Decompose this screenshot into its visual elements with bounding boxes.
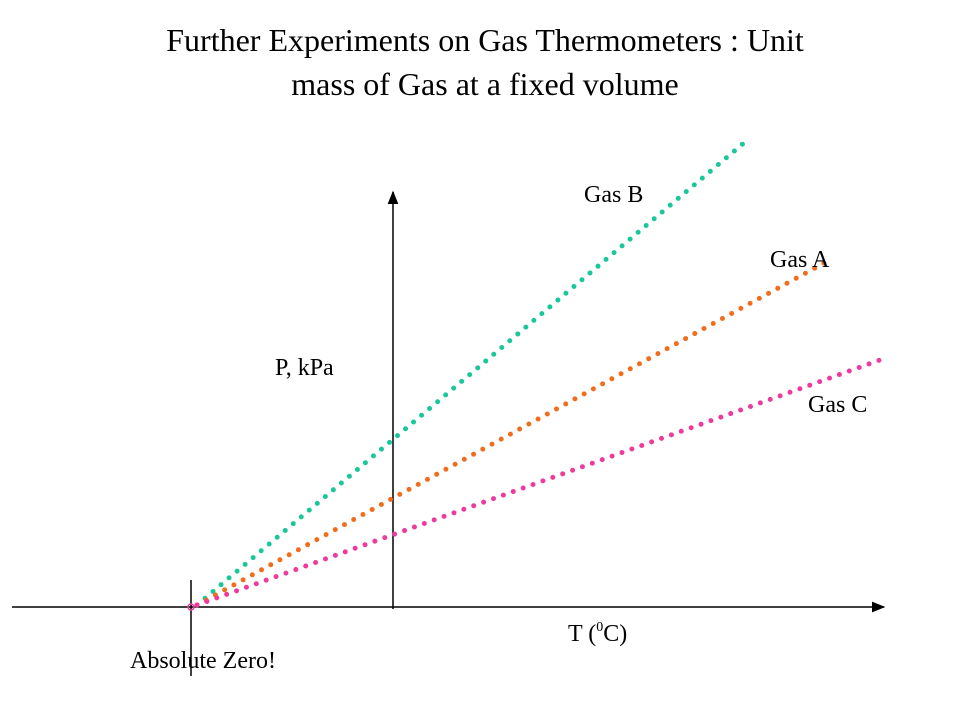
absolute-zero-label: Absolute Zero! (130, 648, 276, 674)
gas-c-line (194, 357, 883, 608)
x-axis-label-suffix: C) (603, 621, 627, 647)
page-title: Further Experiments on Gas Thermometers … (60, 18, 910, 106)
gas-b-label: Gas B (584, 182, 643, 208)
gas-a-line (194, 259, 829, 608)
gas-a-label: Gas A (770, 247, 830, 273)
title-line-2: mass of Gas at a fixed volume (291, 66, 679, 102)
absolute-zero-marker (187, 603, 195, 611)
x-axis-label-superscript: 0 (596, 620, 603, 635)
y-axis-label: P, kPa (275, 355, 334, 381)
gas-c-label: Gas C (808, 392, 867, 418)
x-axis-label-prefix: T ( (568, 621, 596, 647)
gas-b-line (194, 139, 748, 608)
x-axis-label: T (0C) (568, 620, 627, 647)
title-line-1: Further Experiments on Gas Thermometers … (166, 22, 804, 58)
